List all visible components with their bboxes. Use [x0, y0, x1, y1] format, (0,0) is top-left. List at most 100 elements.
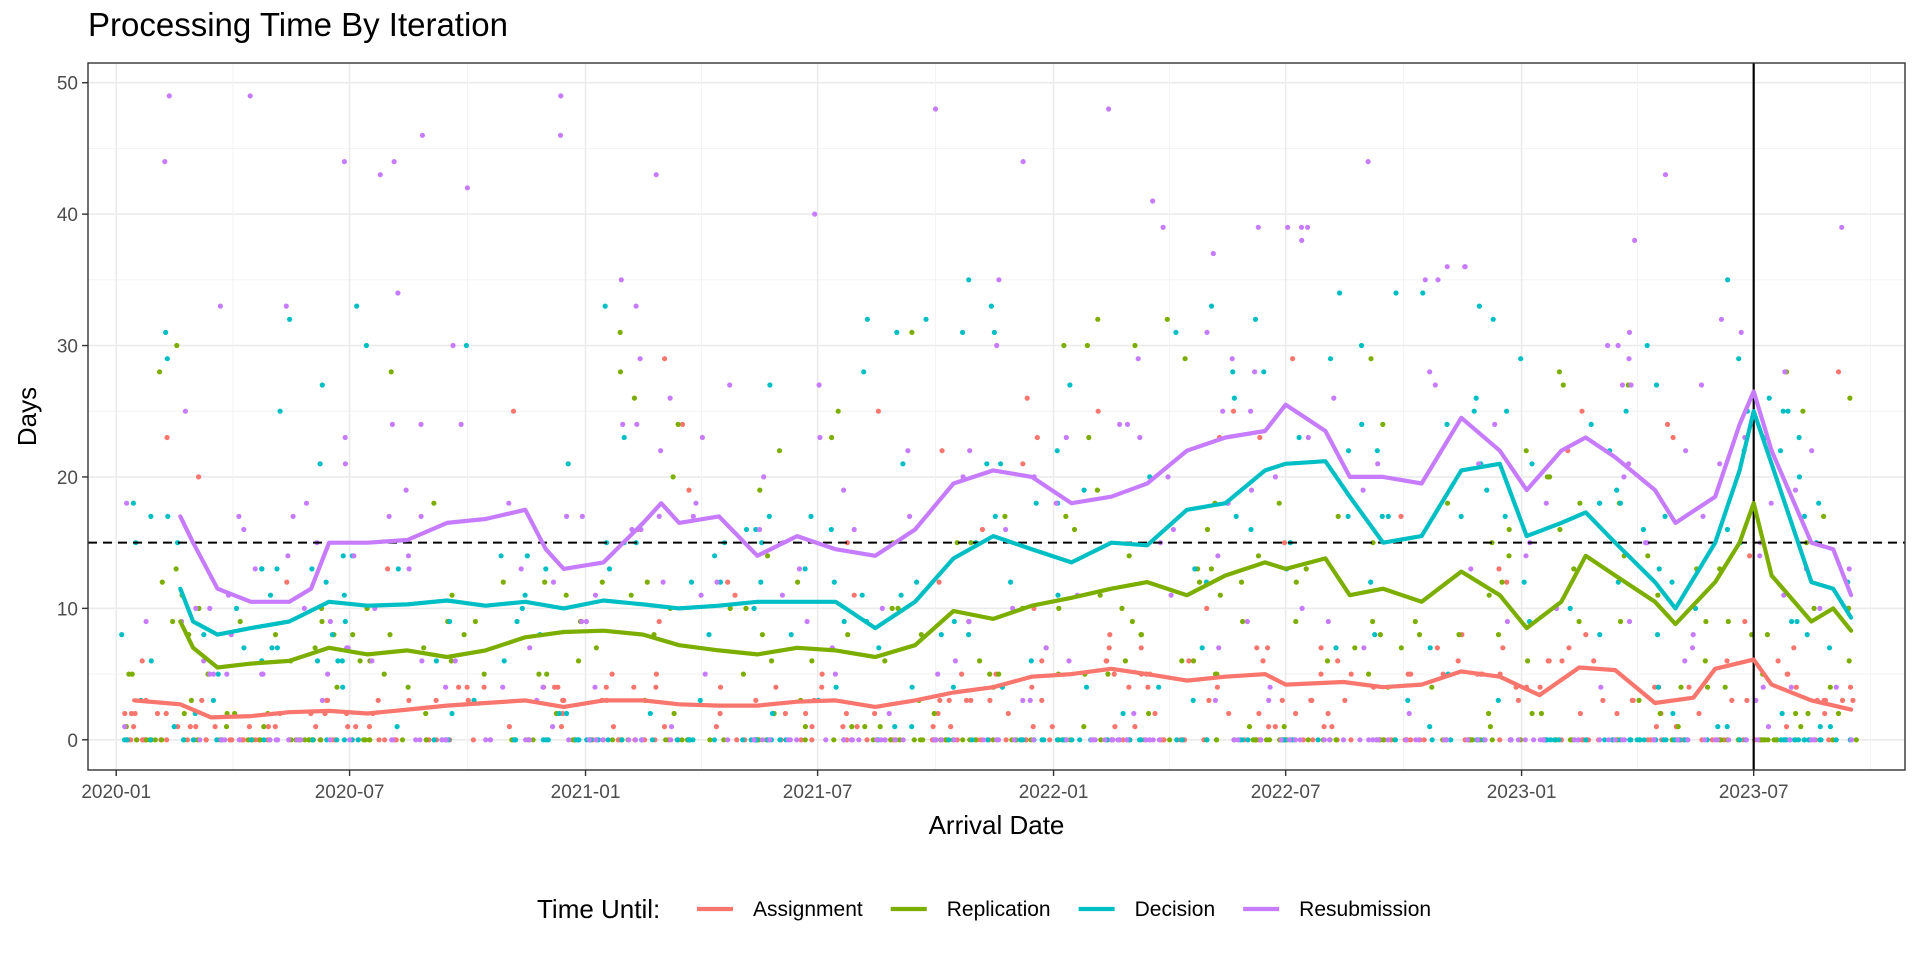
scatter-point-replication: [1293, 618, 1299, 625]
scatter-point-resubmission: [841, 487, 847, 493]
scatter-point-decision: [1736, 356, 1742, 362]
scatter-point-replication: [1179, 658, 1185, 664]
scatter-point-replication: [188, 697, 194, 704]
scatter-point-replication: [223, 724, 230, 730]
scatter-point-decision: [1495, 697, 1501, 704]
scatter-point-assignment: [661, 724, 668, 730]
scatter-point-resubmission: [951, 737, 957, 743]
scatter-point-resubmission: [817, 434, 823, 441]
scatter-point-resubmission: [218, 737, 224, 743]
scatter-point-assignment: [930, 724, 936, 730]
scatter-point-resubmission: [1366, 737, 1372, 743]
scatter-point-resubmission: [967, 448, 973, 454]
scatter-point-decision: [1385, 513, 1391, 520]
scatter-point-decision: [119, 632, 125, 638]
scatter-point-assignment: [686, 487, 692, 493]
scatter-point-resubmission: [1272, 474, 1278, 480]
scatter-point-assignment: [164, 434, 170, 441]
scatter-point-resubmission: [286, 737, 292, 743]
scatter-point-decision: [524, 553, 530, 559]
scatter-point-resubmission: [1131, 710, 1137, 717]
scatter-point-decision: [334, 737, 340, 743]
scatter-point-decision: [898, 592, 904, 598]
scatter-point-decision: [697, 697, 703, 704]
scatter-point-decision: [1602, 737, 1608, 743]
scatter-point-replication: [272, 632, 279, 638]
scatter-point-replication: [1097, 592, 1103, 598]
scatter-point-resubmission: [1782, 369, 1788, 375]
scatter-point-resubmission: [832, 671, 839, 677]
scatter-point-resubmission: [197, 737, 203, 743]
scatter-point-replication: [740, 671, 747, 677]
scatter-point-decision: [1801, 737, 1808, 743]
scatter-point-assignment: [1500, 645, 1506, 651]
scatter-point-assignment: [609, 671, 615, 677]
scatter-point-decision: [1725, 277, 1731, 283]
scatter-point-replication: [888, 737, 894, 743]
scatter-point-assignment: [1826, 737, 1832, 743]
scatter-point-resubmission: [1321, 737, 1327, 743]
scatter-point-assignment: [717, 684, 724, 690]
scatter-point-replication: [1086, 434, 1092, 441]
scatter-point-decision: [1794, 618, 1800, 625]
scatter-point-resubmission: [1248, 408, 1254, 414]
scatter-point-decision: [241, 645, 247, 651]
scatter-point-replication: [889, 605, 895, 612]
scatter-point-decision: [985, 737, 991, 743]
scatter-point-replication: [1705, 684, 1711, 690]
scatter-point-decision: [1476, 303, 1482, 309]
scatter-point-decision: [130, 500, 136, 506]
scatter-point-assignment: [1152, 710, 1158, 717]
plot-panel: [88, 63, 1905, 770]
scatter-point-decision: [1327, 356, 1334, 362]
scatter-point-replication: [1398, 645, 1404, 651]
scatter-point-replication: [1557, 526, 1563, 533]
scatter-point-resubmission: [290, 513, 296, 520]
scatter-point-assignment: [1600, 697, 1606, 704]
scatter-point-resubmission: [1325, 618, 1331, 625]
scatter-point-assignment: [1126, 684, 1132, 690]
scatter-point-decision: [1801, 513, 1808, 520]
scatter-point-assignment: [1614, 710, 1620, 717]
scatter-point-decision: [1670, 710, 1676, 717]
scatter-point-resubmission: [124, 500, 130, 506]
scatter-point-replication: [1056, 605, 1062, 612]
scatter-point-assignment: [470, 737, 476, 743]
scatter-point-replication: [1002, 513, 1008, 520]
scatter-point-assignment: [968, 697, 974, 704]
scatter-point-assignment: [481, 684, 487, 690]
scatter-point-assignment: [1005, 710, 1011, 717]
scatter-point-resubmission: [1043, 645, 1049, 651]
scatter-point-replication: [1238, 579, 1245, 585]
scatter-point-decision: [1393, 290, 1399, 296]
scatter-point-decision: [1724, 724, 1730, 730]
scatter-point-decision: [1199, 645, 1205, 651]
scatter-point-replication: [1499, 579, 1505, 585]
scatter-point-replication: [911, 737, 917, 743]
scatter-point-replication: [920, 737, 926, 743]
scatter-point-assignment: [1290, 356, 1296, 362]
scatter-point-replication: [1129, 618, 1135, 625]
scatter-point-assignment: [1279, 697, 1285, 704]
scatter-point-decision: [1179, 737, 1185, 743]
scatter-point-resubmission: [848, 737, 854, 743]
scatter-point-decision: [1816, 500, 1822, 506]
scatter-point-decision: [342, 618, 348, 625]
scatter-point-assignment: [753, 697, 759, 704]
scatter-point-resubmission: [579, 513, 585, 520]
legend-label-decision: Decision: [1135, 898, 1216, 921]
scatter-point-resubmission: [1298, 224, 1305, 230]
scatter-point-decision: [984, 461, 990, 467]
scatter-point-replication: [388, 369, 394, 375]
scatter-point-resubmission: [1788, 684, 1794, 690]
scatter-point-assignment: [809, 737, 815, 743]
scatter-point-replication: [170, 618, 176, 625]
scatter-point-resubmission: [1258, 737, 1264, 743]
scatter-point-decision: [828, 526, 834, 533]
scatter-point-assignment: [1186, 658, 1192, 664]
scatter-point-replication: [954, 540, 960, 546]
scatter-point-replication: [152, 737, 158, 743]
scatter-point-resubmission: [1292, 737, 1298, 743]
scatter-point-resubmission: [1011, 737, 1018, 743]
